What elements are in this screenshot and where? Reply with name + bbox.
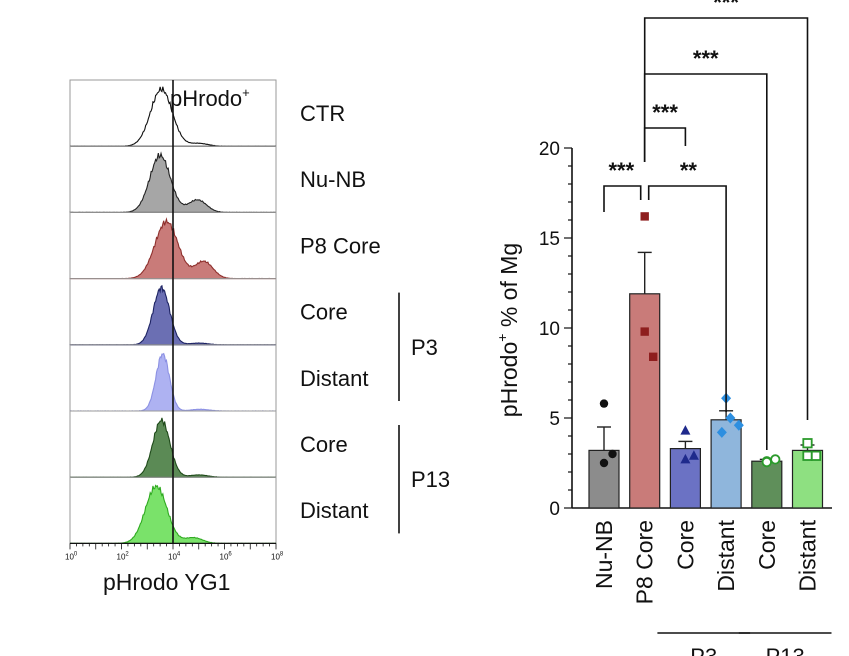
data-point [640,327,649,336]
category-group-label: P13 [766,644,805,656]
histogram-x-tick-label: 108 [271,551,284,561]
track-label: Core [300,432,348,457]
histogram-x-tick-label: 106 [220,551,233,561]
histogram-x-tick-label: 104 [168,551,181,561]
data-point [599,399,609,408]
histogram-x-label: pHrodo YG1 [103,569,230,595]
data-point [649,352,658,361]
significance-label: *** [713,0,739,15]
data-point [640,212,649,221]
significance-bracket: *** [643,0,809,420]
bar-y-tick-label: 20 [539,139,560,160]
data-point [770,454,781,465]
track-label: Distant [300,366,368,391]
data-point [733,419,744,431]
bar-y-tick-label: 0 [549,499,560,520]
bracket-line [647,185,727,412]
track-label: Core [300,300,348,325]
bar-category-label: Distant [713,519,739,591]
data-point [680,425,691,435]
track-label: P8 Core [300,233,381,258]
bar-category-label: Nu-NB [591,520,617,589]
significance-label: *** [609,158,635,183]
track-label: Nu-NB [300,167,366,192]
track-label: CTR [300,101,345,126]
bracket-line [643,17,809,420]
significance-bracket: ** [647,158,727,412]
bracket-line [643,73,768,450]
bar-y-tick-label: 15 [539,229,560,250]
bar-y-tick-label: 10 [539,319,560,340]
group-label: P3 [411,335,438,360]
bar-y-tick-label: 5 [549,409,560,430]
bar-group [710,392,744,509]
histogram-x-tick-label: 100 [65,551,78,561]
bar-group [588,399,620,509]
bracket-line [603,185,642,212]
bar [629,293,661,509]
bar-y-label: pHrodo+ % of Mg [494,243,522,417]
data-point [802,438,813,449]
histogram-track: P8 Core [69,211,381,280]
significance-label: *** [652,100,678,125]
significance-bracket: *** [603,158,642,212]
data-point [810,450,822,461]
bar-group [629,212,661,509]
data-point [725,412,736,424]
bar-category-label: P8 Core [632,520,658,604]
data-point [716,426,727,438]
histogram-track: Distant [69,344,368,412]
bar-group [751,454,783,509]
bar [751,460,783,509]
bar-category-label: Core [672,520,698,570]
histogram-track: Core [69,278,348,346]
data-point [599,458,609,468]
bar-group [669,425,702,509]
group-label: P13 [411,467,450,492]
gate-label: pHrodo+ [170,85,250,111]
bar-group [791,438,824,509]
histogram-track: Nu-NB [69,145,366,213]
data-point [608,449,617,459]
data-point [761,456,772,468]
track-label: Distant [300,498,368,523]
data-point [688,450,699,460]
bar-category-label: Core [754,520,780,570]
data-point [802,450,813,461]
significance-bracket: *** [643,100,687,162]
category-group-label: P3 [690,644,717,656]
significance-label: *** [693,46,719,71]
data-point [680,453,691,464]
significance-label: ** [680,158,698,183]
histogram-track: Distant [69,476,368,544]
histogram-x-tick-label: 102 [117,551,130,561]
bracket-line [643,127,687,162]
bar-category-label: Distant [795,519,821,591]
histogram-track: Core [69,410,348,478]
